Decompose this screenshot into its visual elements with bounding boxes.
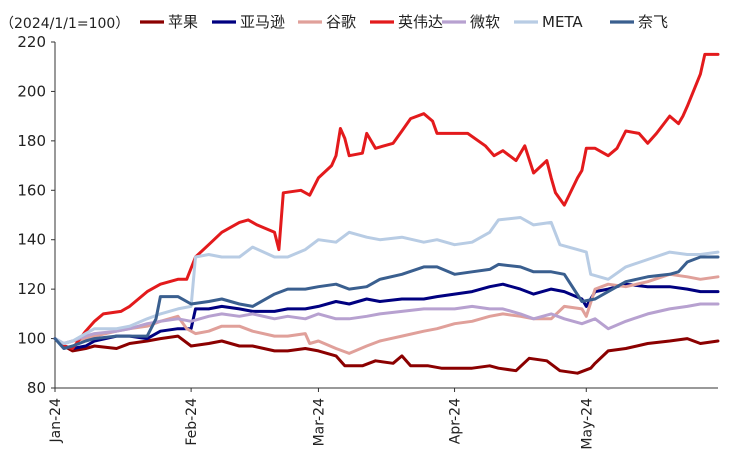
legend-label: META (542, 13, 583, 31)
x-tick-label: Apr-24 (448, 398, 464, 444)
y-tick-label: 220 (17, 33, 46, 51)
legend-label: 英伟达 (398, 13, 443, 31)
y-tick-label: 160 (17, 181, 46, 199)
y-tick-label: 180 (17, 132, 46, 150)
series-line-6 (53, 216, 720, 345)
x-tick-label: Jan-24 (48, 398, 64, 444)
legend-label: 谷歌 (326, 13, 356, 31)
x-tick-label: Feb-24 (184, 398, 200, 446)
y-tick-label: 100 (17, 330, 46, 348)
x-axis: Jan-24 Feb-24 Mar-24 Apr-24 May-24 (48, 387, 718, 450)
y-tick-label: 80 (27, 379, 46, 397)
legend: 苹果 亚马逊 谷歌 英伟达 微软 META 奈飞 (140, 13, 668, 31)
y-tick-label: 140 (17, 231, 46, 249)
x-tick-label: May-24 (579, 398, 595, 450)
series-line-4 (53, 52, 720, 350)
legend-label: 微软 (470, 13, 500, 31)
y-axis: 80 100 120 140 160 180 200 220 (17, 33, 56, 397)
series-line-5 (53, 302, 720, 345)
legend-label: 亚马逊 (240, 13, 285, 31)
x-tick-label: Mar-24 (311, 398, 327, 446)
y-tick-label: 120 (17, 280, 46, 298)
series-line-1 (53, 334, 720, 375)
y-tick-label: 200 (17, 82, 46, 100)
series-layer (53, 52, 720, 375)
legend-label: 苹果 (168, 13, 198, 31)
legend-label: 奈飞 (638, 13, 668, 31)
chart-unit-label: （2024/1/1=100） (0, 16, 129, 32)
series-line-7 (53, 255, 720, 350)
